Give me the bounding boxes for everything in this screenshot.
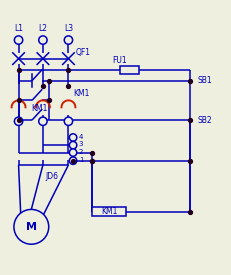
Circle shape <box>39 36 47 44</box>
Circle shape <box>14 117 23 125</box>
Text: 3: 3 <box>79 141 83 147</box>
Text: KM1: KM1 <box>31 104 48 113</box>
Text: QF1: QF1 <box>75 48 90 57</box>
Text: FU1: FU1 <box>112 56 127 65</box>
Circle shape <box>64 117 72 125</box>
Text: L2: L2 <box>38 24 47 33</box>
Text: SB2: SB2 <box>196 116 211 125</box>
Text: L1: L1 <box>14 24 23 33</box>
Circle shape <box>69 157 76 164</box>
Circle shape <box>69 134 76 141</box>
Text: 2: 2 <box>79 149 83 155</box>
Text: JD6: JD6 <box>45 172 58 181</box>
Text: SB1: SB1 <box>196 76 211 85</box>
Text: KM1: KM1 <box>73 89 89 98</box>
Text: L3: L3 <box>64 24 73 33</box>
Circle shape <box>39 117 47 125</box>
Circle shape <box>14 36 23 44</box>
Circle shape <box>14 210 49 244</box>
Text: KM1: KM1 <box>100 207 117 216</box>
Text: M: M <box>26 222 37 232</box>
Bar <box>119 66 138 75</box>
Text: 1: 1 <box>79 157 83 163</box>
Circle shape <box>64 36 72 44</box>
Circle shape <box>69 149 76 156</box>
Bar <box>91 207 126 216</box>
Text: 4: 4 <box>79 134 83 140</box>
Circle shape <box>69 141 76 149</box>
